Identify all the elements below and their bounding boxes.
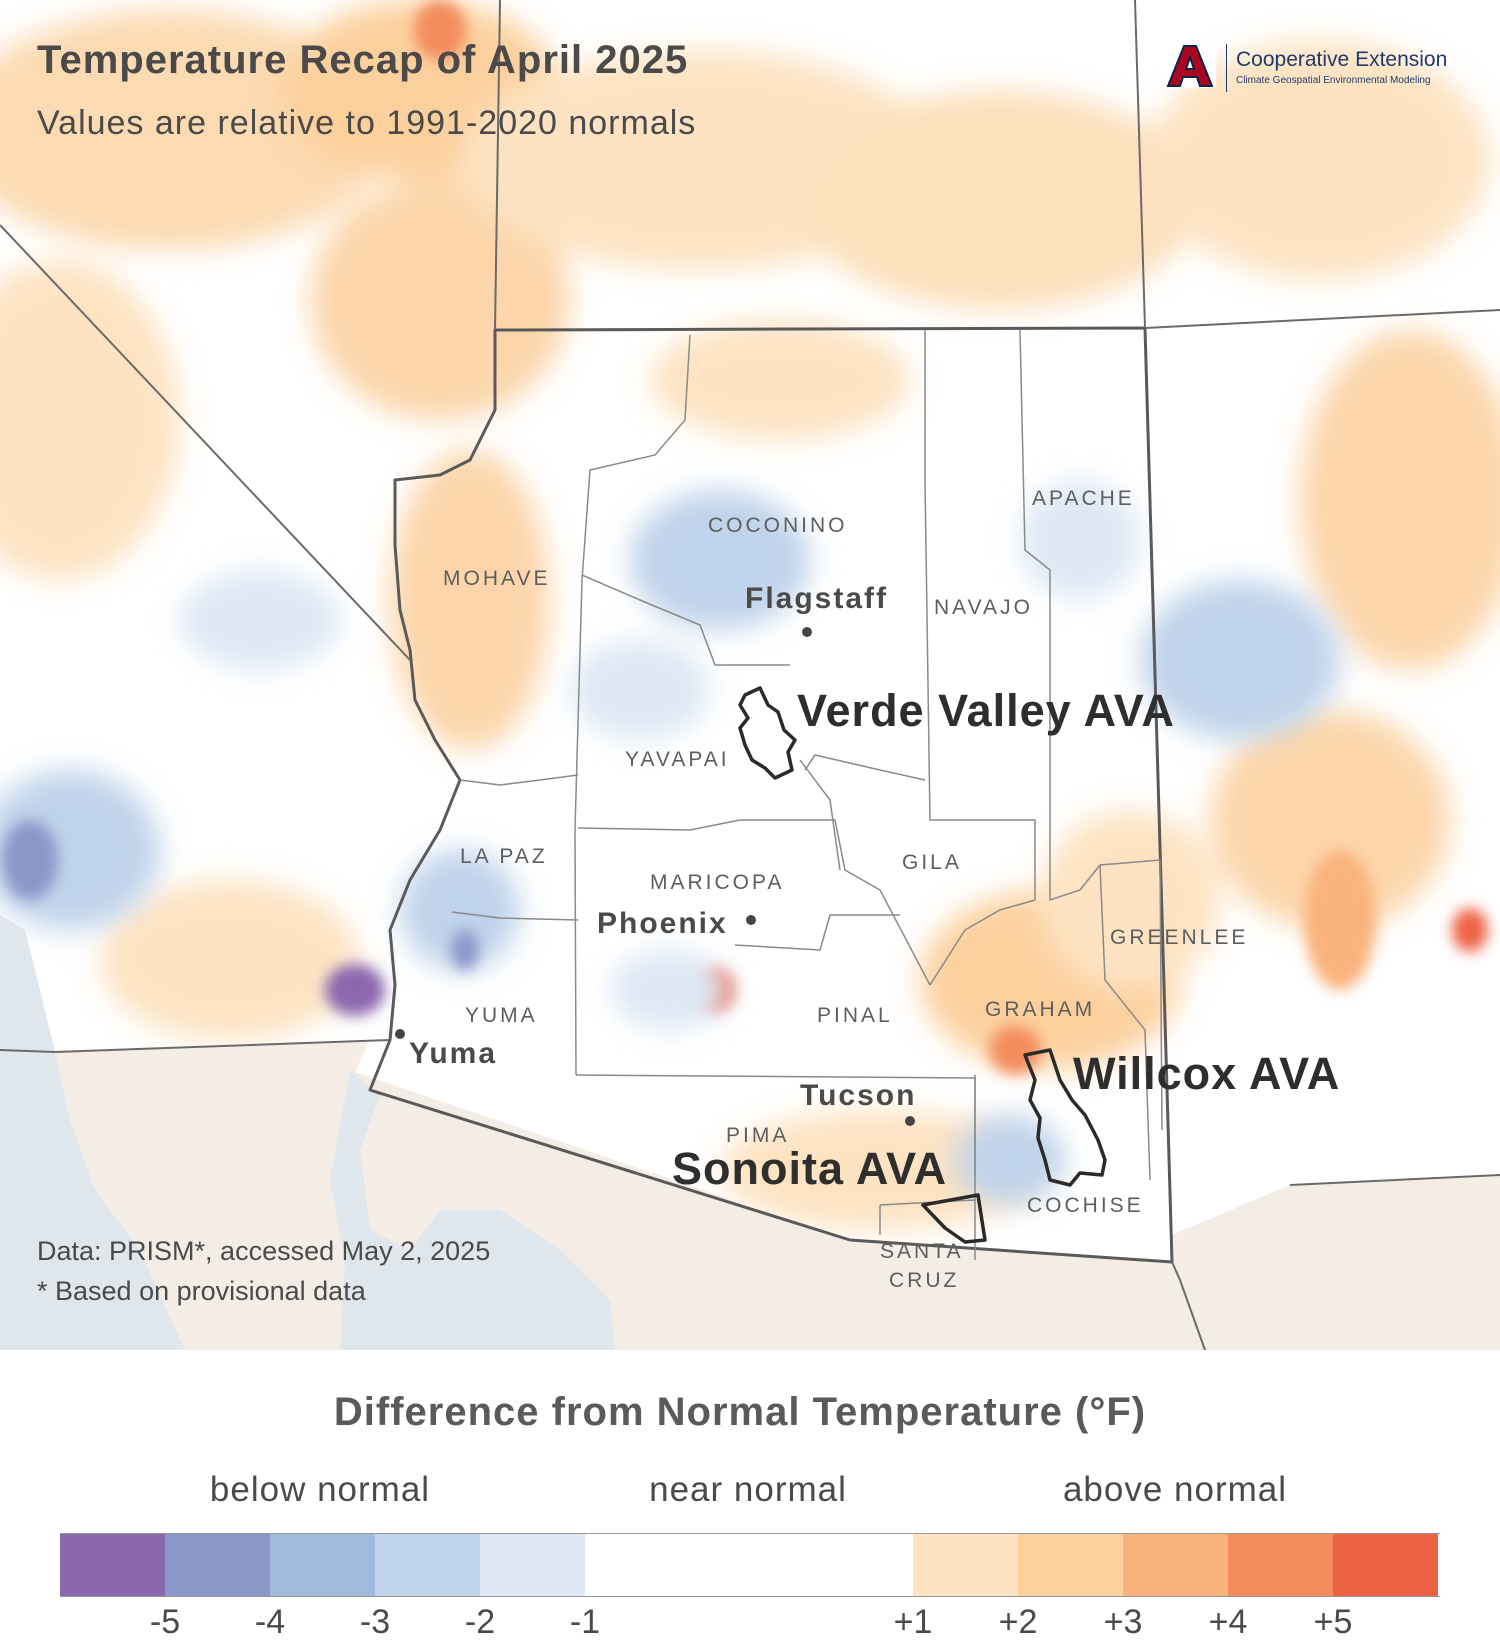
county-label-apache: APACHE [1032, 487, 1135, 510]
county-label-la-paz: LA PAZ [460, 845, 548, 868]
legend-tick-label: +5 [1313, 1603, 1353, 1641]
city-label-tucson: Tucson [800, 1079, 917, 1112]
university-a-icon [1164, 45, 1216, 88]
legend-tick-label: -4 [254, 1603, 286, 1641]
legend-bin-10 [1333, 1534, 1438, 1596]
willcox-ava-outline [1023, 1048, 1107, 1187]
warm-anomaly-areas [0, 0, 1500, 1230]
map-title: Temperature Recap of April 2025 [37, 38, 689, 82]
ava-label-willcox: Willcox AVA [1073, 1048, 1341, 1099]
legend-bin-1 [165, 1534, 270, 1596]
legend-color-bar [60, 1533, 1440, 1597]
county-label-yavapai: YAVAPAI [625, 748, 730, 771]
temperature-anomaly-map [0, 0, 1500, 1350]
county-label-pima: PIMA [726, 1124, 790, 1147]
city-label-flagstaff: Flagstaff [745, 582, 889, 615]
county-label-gila: GILA [902, 851, 962, 874]
city-markers [395, 627, 915, 1126]
county-label-santa: SANTA [880, 1240, 964, 1263]
tucson-marker [905, 1116, 915, 1126]
legend-group-below: below normal [209, 1470, 431, 1509]
county-label-coconino: COCONINO [708, 514, 848, 537]
map-subtitle: Values are relative to 1991-2020 normals [37, 104, 697, 142]
legend-tick-label: -2 [464, 1603, 496, 1641]
legend-group-above: above normal [1062, 1470, 1288, 1509]
ava-label-verde-valley: Verde Valley AVA [797, 685, 1175, 736]
legend-bin-7 [1018, 1534, 1123, 1596]
legend-tick-label: -3 [359, 1603, 391, 1641]
cool-anomaly-areas [0, 480, 1340, 1205]
county-label-greenlee: GREENLEE [1110, 926, 1249, 949]
legend-bin-4 [480, 1534, 585, 1596]
legend-bin-9 [1228, 1534, 1333, 1596]
sonoita-ava-outline [921, 1193, 987, 1244]
legend-tick-label: +3 [1103, 1603, 1143, 1641]
city-label-yuma: Yuma [409, 1037, 498, 1070]
county-borders [451, 329, 1163, 1260]
ava-label-sonoita: Sonoita AVA [672, 1143, 948, 1194]
county-label-graham: GRAHAM [985, 998, 1096, 1021]
pacific-ocean [0, 915, 185, 1350]
neighbor-borders [0, 0, 1500, 1350]
data-footnote: * Based on provisional data [37, 1276, 366, 1306]
county-label-maricopa: MARICOPA [650, 871, 785, 894]
legend-bin-6 [913, 1534, 1018, 1596]
county-label-cochise: COCHISE [1027, 1194, 1144, 1217]
legend-tick-label: +1 [893, 1603, 933, 1641]
logo-divider [1226, 44, 1227, 92]
verde-valley-ava-outline [738, 686, 797, 780]
legend-tick-label: -5 [149, 1603, 181, 1641]
data-source: Data: PRISM*, accessed May 2, 2025 [37, 1236, 491, 1266]
county-label-navajo: NAVAJO [934, 596, 1033, 619]
gulf-of-california [330, 1072, 615, 1350]
legend-bin-8 [1123, 1534, 1228, 1596]
legend-tick-label: +4 [1208, 1603, 1248, 1641]
legend-title: Difference from Normal Temperature (°F) [333, 1390, 1147, 1434]
ava-outlines [738, 686, 1107, 1244]
legend-tick-label: -1 [569, 1603, 601, 1641]
legend-group-near: near normal [649, 1470, 847, 1509]
county-label-yuma: YUMA [465, 1004, 538, 1027]
yuma-marker [395, 1029, 405, 1039]
city-label-phoenix: Phoenix [597, 907, 728, 940]
legend-bin-3 [375, 1534, 480, 1596]
legend-bin-0 [60, 1534, 165, 1596]
legend-bin-2 [270, 1534, 375, 1596]
logo-name: Cooperative Extension [1236, 48, 1448, 71]
county-label-mohave: MOHAVE [443, 567, 551, 590]
flagstaff-marker [802, 627, 812, 637]
legend-tick-label: +2 [998, 1603, 1038, 1641]
legend-bin-5 [585, 1534, 913, 1596]
cold-spot-areas [2, 820, 479, 1016]
county-label-cruz: CRUZ [889, 1269, 960, 1292]
phoenix-marker [746, 915, 756, 925]
cooperative-extension-logo: Cooperative Extension Climate Geospatial… [1160, 42, 1466, 96]
logo-tagline: Climate Geospatial Environmental Modelin… [1236, 75, 1431, 86]
county-label-pinal: PINAL [817, 1004, 893, 1027]
